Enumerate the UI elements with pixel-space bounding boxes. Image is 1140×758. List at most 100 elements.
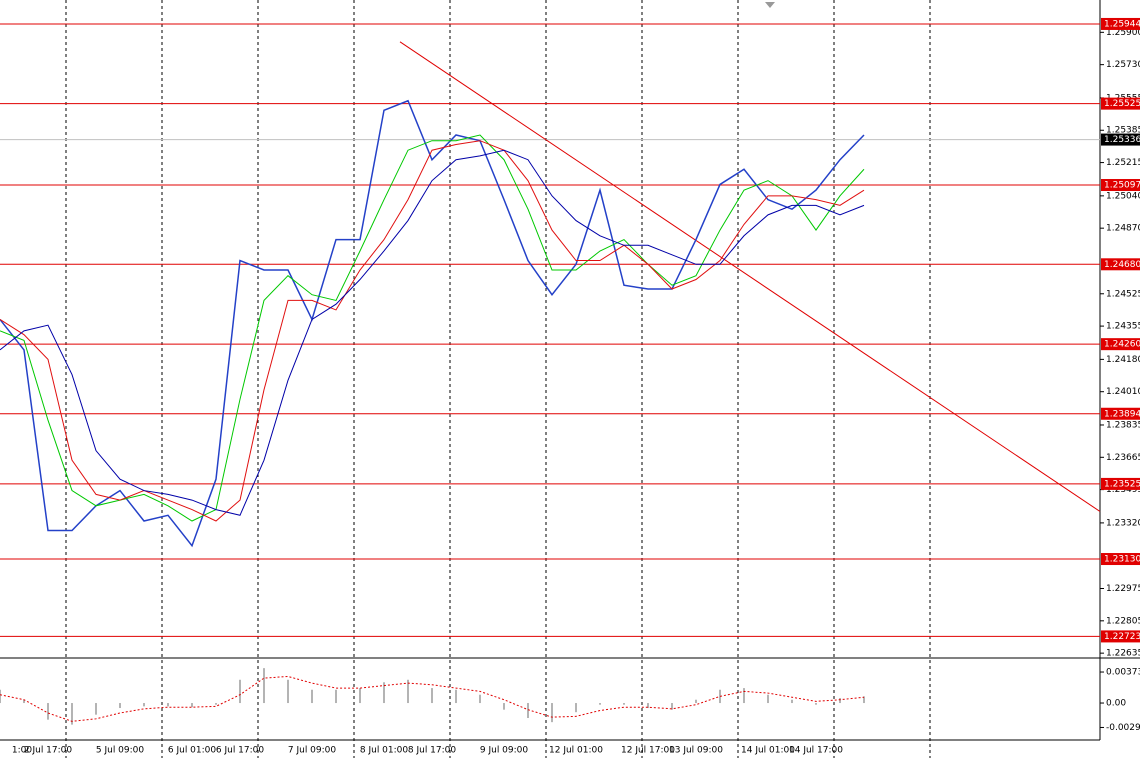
osc-bar [503,703,505,710]
level-label: 1.22723 [1104,632,1140,642]
y-tick-label: 1.23495 [1106,485,1140,495]
osc-bar [767,694,769,704]
level-label-bg [1101,477,1140,490]
moving-average [0,134,865,522]
level-label-bg [1101,338,1140,351]
osc-bar [839,698,841,704]
level-label: 1.23894 [1104,409,1140,419]
x-tick-label: 5 Jul 09:00 [96,746,145,756]
level-label-bg [1101,258,1140,271]
y-tick-label: 1.24355 [1106,322,1140,332]
osc-bar [359,688,361,704]
trend-line [399,41,1101,512]
moving-average [0,149,865,516]
level-label-bg [1101,97,1140,110]
y-tick-label: -0.00294 [1106,723,1140,733]
x-tick-label: 8 Jul 17:00 [408,746,457,756]
level-label: 1.25525 [1104,99,1140,109]
level-label-bg [1101,17,1140,30]
x-tick-label: 6 Jul 17:00 [216,746,265,756]
osc-bar [551,703,553,723]
x-tick-label: 13 Jul 09:00 [669,746,723,756]
x-tick-label: 14 Jul 17:00 [789,746,843,756]
osc-bar [575,703,577,713]
level-label-bg [1101,407,1140,420]
osc-bar [815,703,817,705]
shift-marker [765,2,775,8]
level-label: 1.25944 [1104,19,1140,29]
osc-bar [791,699,793,704]
y-tick-label: 1.25900 [1106,28,1140,38]
osc-bar [527,703,529,718]
price-line [0,99,865,548]
osc-bar [215,703,217,705]
y-tick-label: 1.24525 [1106,289,1140,299]
osc-bar [0,689,1,704]
osc-bar [47,703,49,720]
osc-bar [479,694,481,704]
x-tick-label: 6 Jul 01:00 [168,746,217,756]
x-tick-label: 12 Jul 01:00 [549,746,603,756]
osc-bar [671,703,673,710]
y-tick-label: 1.25215 [1106,158,1140,168]
osc-bar [743,688,745,704]
x-tick-label: 1:00 [12,746,32,756]
osc-bar [167,703,169,707]
level-label: 1.23525 [1104,479,1140,489]
signal-line [0,675,865,722]
level-label-bg [1101,630,1140,643]
osc-bar [191,703,193,708]
y-tick-label: 1.24180 [1106,355,1140,365]
y-tick-label: 0.00 [1106,699,1126,709]
osc-bar [95,703,97,715]
level-label: 1.24680 [1104,260,1140,270]
y-tick-label: 1.24870 [1106,224,1140,234]
level-label: 1.25097 [1104,181,1140,191]
y-tick-label: 0.003733 [1106,668,1140,678]
y-tick-label: 1.23835 [1106,420,1140,430]
y-tick-label: 1.23320 [1106,518,1140,528]
osc-bar [239,679,241,704]
y-tick-label: 1.24010 [1106,387,1140,397]
osc-bar [455,689,457,704]
osc-bar [119,703,121,709]
current-price-label: 1.25336 [1104,135,1140,145]
y-tick-label: 1.25385 [1106,126,1140,136]
x-tick-label: 12 Jul 17:00 [621,746,675,756]
osc-bar [143,703,145,707]
osc-bar [407,679,409,704]
osc-bar [287,679,289,704]
osc-bar [431,688,433,704]
osc-bar [599,703,601,705]
osc-bar [311,689,313,704]
osc-bar [263,668,265,704]
level-label: 1.24260 [1104,340,1140,350]
x-tick-label: 9 Jul 09:00 [480,746,529,756]
y-tick-label: 1.23665 [1106,453,1140,463]
osc-bar [719,689,721,704]
osc-bar [335,689,337,704]
vertical-grid [65,0,931,758]
y-tick-label: 1.22635 [1106,649,1140,659]
current-price-bg [1101,133,1140,146]
osc-bar [71,703,73,725]
osc-bar [623,703,625,705]
x-tick-label: 8 Jul 01:00 [360,746,409,756]
y-tick-label: 1.25730 [1106,60,1140,70]
osc-bar [23,699,25,704]
osc-bar [647,703,649,709]
x-tick-label: 2 Jul 17:00 [24,746,73,756]
y-tick-label: 1.22975 [1106,584,1140,594]
level-label-bg [1101,553,1140,566]
y-tick-label: 1.22805 [1106,616,1140,626]
level-label: 1.23130 [1104,555,1140,565]
y-tick-label: 1.25040 [1106,191,1140,201]
osc-bar [863,696,865,704]
osc-bar [383,682,385,704]
x-tick-label: 7 Jul 09:00 [288,746,337,756]
x-tick-label: 14 Jul 01:00 [741,746,795,756]
osc-bar [695,699,697,704]
level-label-bg [1101,179,1140,192]
